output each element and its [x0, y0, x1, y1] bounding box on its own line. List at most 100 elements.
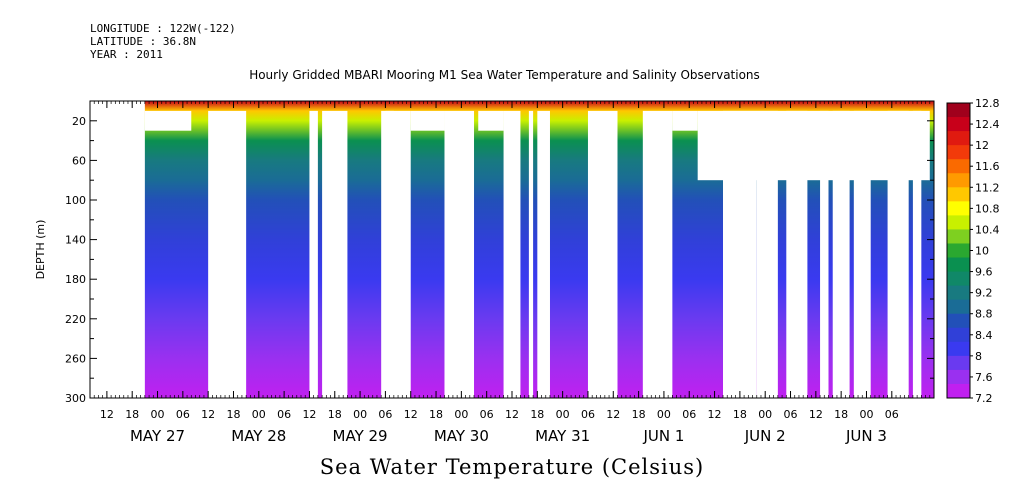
x-tick-label: 06	[784, 408, 798, 421]
colorbar-label: 12	[975, 139, 989, 152]
colorbar-swatch	[947, 383, 970, 399]
x-tick-label: 06	[682, 408, 696, 421]
y-tick-label: 180	[65, 273, 86, 286]
data-gap	[208, 110, 247, 399]
data-gap	[444, 110, 475, 399]
year-label: YEAR : 2011	[90, 48, 163, 61]
x-day-label: JUN 2	[744, 427, 786, 445]
colorbar-label: 10.4	[975, 223, 1000, 236]
colorbar-swatch	[947, 131, 970, 146]
data-gap	[832, 110, 850, 399]
colorbar-swatch	[947, 229, 970, 244]
data-gap	[503, 110, 521, 399]
x-tick-label: 18	[328, 408, 342, 421]
x-axis-title: Sea Water Temperature (Celsius)	[319, 455, 705, 479]
colorbar-label: 10.8	[975, 202, 1000, 215]
x-tick-label: 00	[859, 408, 873, 421]
colorbar-label: 8.8	[975, 308, 993, 321]
colorbar-swatch	[947, 187, 970, 202]
x-tick-label: 00	[252, 408, 266, 421]
data-gap	[587, 110, 618, 399]
x-tick-label: 18	[834, 408, 848, 421]
y-tick-label: 20	[72, 115, 86, 128]
colorbar-swatch	[947, 103, 970, 118]
y-axis-title: DEPTH (m)	[34, 220, 47, 280]
x-tick-label: 12	[809, 408, 823, 421]
colorbar-swatch	[947, 145, 970, 160]
x-tick-label: 12	[606, 408, 620, 421]
y-tick-label: 300	[65, 392, 86, 405]
colorbar-swatch	[947, 271, 970, 287]
data-gap	[478, 110, 504, 131]
plot-area	[90, 101, 934, 399]
colorbar-swatch	[947, 201, 970, 216]
x-tick-label: 00	[353, 408, 367, 421]
colorbar-swatch	[947, 173, 970, 188]
colorbar-label: 9.6	[975, 266, 993, 279]
colorbar-swatch	[947, 257, 970, 273]
data-gap	[528, 110, 534, 399]
y-tick-label: 260	[65, 352, 86, 365]
colorbar-swatch	[947, 369, 970, 385]
colorbar-swatch	[947, 159, 970, 174]
colorbar-label: 12.8	[975, 97, 1000, 110]
data-gap	[90, 101, 145, 398]
x-tick-label: 00	[758, 408, 772, 421]
data-gap	[853, 110, 871, 399]
data-gap	[912, 110, 922, 399]
colorbar: 12.8 12.4 12 11.6 11.2 10.8 10.4 10 9.6 9.2 8.8 8.4…	[946, 97, 1000, 405]
colorbar-label: 8.4	[975, 329, 993, 342]
colorbar-label: 11.6	[975, 160, 1000, 173]
data-gap	[887, 110, 909, 399]
x-tick-label: 18	[530, 408, 544, 421]
x-tick-label: 00	[657, 408, 671, 421]
y-tick-label: 100	[65, 194, 86, 207]
x-tick-label: 00	[454, 408, 468, 421]
x-day-label: JUN 1	[642, 427, 684, 445]
axes: 20 60 100 140 180 220 260 300 DEPTH (m) 12 18 00 06 1…	[34, 100, 935, 445]
data-gap	[322, 110, 348, 399]
x-tick-label: 18	[125, 408, 139, 421]
data-gap	[723, 110, 757, 399]
y-tick-label: 140	[65, 234, 86, 247]
colorbar-label: 11.2	[975, 181, 1000, 194]
x-tick-label: 18	[429, 408, 443, 421]
data-gap	[786, 110, 808, 399]
x-tick-label: 18	[226, 408, 240, 421]
colorbar-swatch	[947, 299, 970, 315]
x-tick-label: 18	[632, 408, 646, 421]
x-tick-label: 12	[404, 408, 418, 421]
chart-title: Hourly Gridded MBARI Mooring M1 Sea Wate…	[249, 68, 760, 82]
x-day-label: MAY 30	[434, 427, 489, 445]
colorbar-swatch	[947, 341, 970, 357]
x-tick-label: 12	[100, 408, 114, 421]
x-day-label: MAY 31	[535, 427, 590, 445]
x-tick-label: 06	[480, 408, 494, 421]
data-gap	[537, 110, 550, 399]
x-day-label: JUN 3	[845, 427, 887, 445]
data-gap	[309, 110, 318, 399]
y-tick-label: 220	[65, 313, 86, 326]
x-tick-label: 12	[201, 408, 215, 421]
colorbar-label: 7.6	[975, 371, 993, 384]
x-tick-label: 06	[885, 408, 899, 421]
data-gap	[756, 110, 778, 399]
colorbar-label: 9.2	[975, 287, 993, 300]
colorbar-swatch	[947, 313, 970, 329]
colorbar-swatch	[947, 355, 970, 371]
data-gap	[820, 110, 829, 399]
colorbar-label: 8	[975, 350, 982, 363]
data-gap	[144, 110, 192, 131]
x-tick-label: 00	[151, 408, 165, 421]
x-tick-label: 06	[176, 408, 190, 421]
x-tick-label: 12	[708, 408, 722, 421]
colorbar-swatch	[947, 285, 970, 301]
data-gap	[642, 110, 673, 399]
longitude-label: LONGITUDE : 122W(-122)	[90, 22, 236, 35]
x-tick-label: 00	[556, 408, 570, 421]
colorbar-swatch	[947, 117, 970, 132]
latitude-label: LATITUDE : 36.8N	[90, 35, 196, 48]
colorbar-label: 10	[975, 245, 989, 258]
x-tick-label: 06	[277, 408, 291, 421]
